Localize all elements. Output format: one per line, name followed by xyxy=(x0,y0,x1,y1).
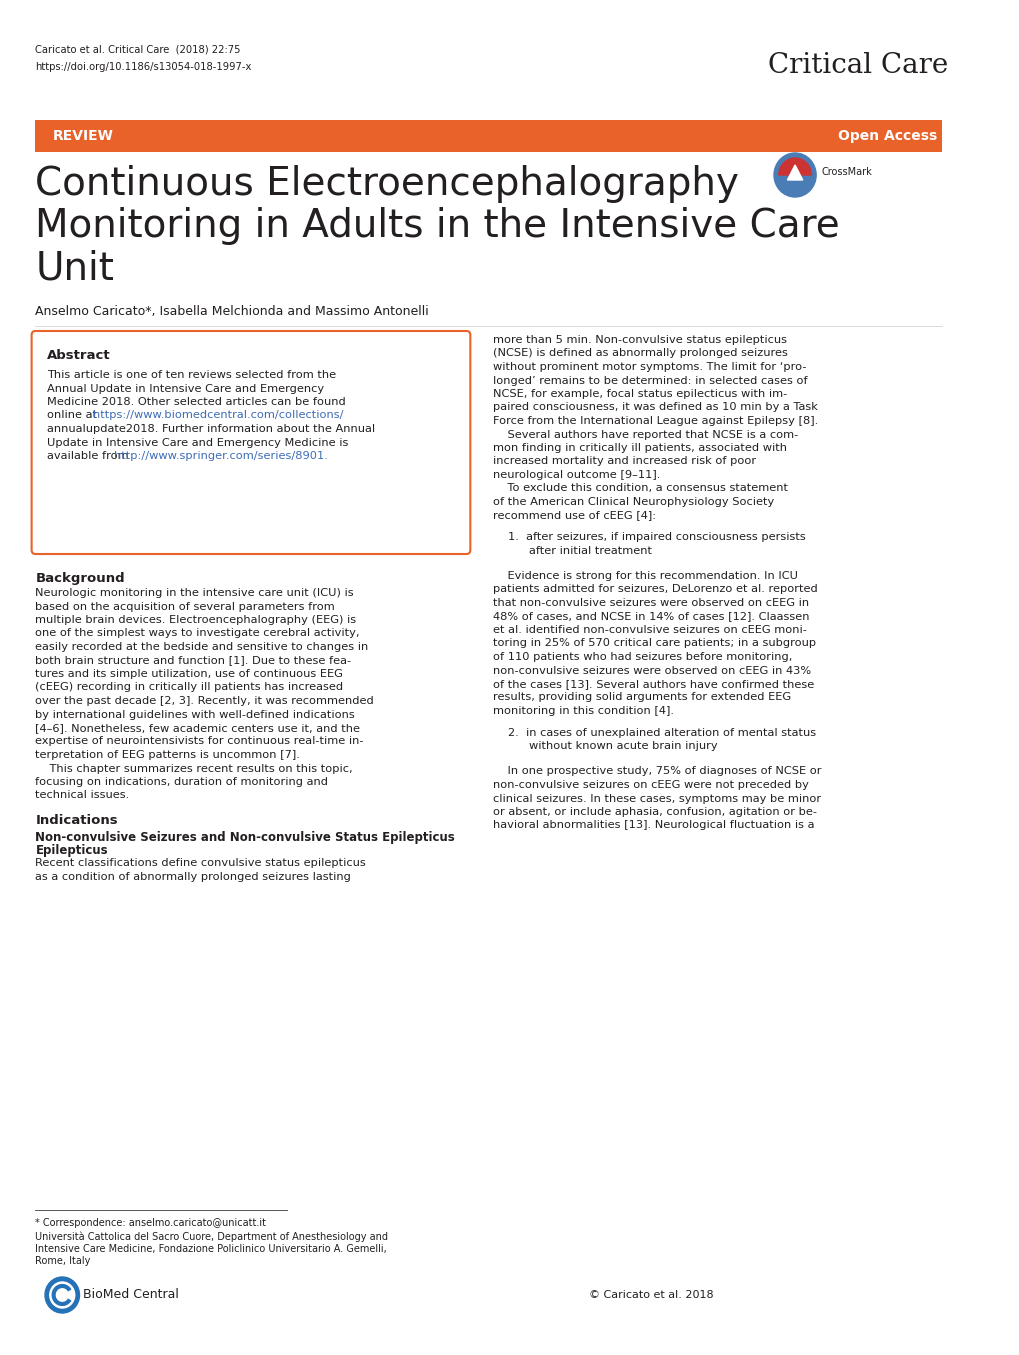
Text: Update in Intensive Care and Emergency Medicine is: Update in Intensive Care and Emergency M… xyxy=(47,438,347,447)
Text: easily recorded at the bedside and sensitive to changes in: easily recorded at the bedside and sensi… xyxy=(36,642,368,652)
Text: Background: Background xyxy=(36,572,125,585)
Text: as a condition of abnormally prolonged seizures lasting: as a condition of abnormally prolonged s… xyxy=(36,871,351,882)
Text: without prominent motor symptoms. The limit for ‘pro-: without prominent motor symptoms. The li… xyxy=(493,362,806,373)
Text: et al. identified non-convulsive seizures on cEEG moni-: et al. identified non-convulsive seizure… xyxy=(493,625,806,635)
Text: Critical Care: Critical Care xyxy=(767,51,948,79)
Text: Recent classifications define convulsive status epilepticus: Recent classifications define convulsive… xyxy=(36,858,366,869)
Text: monitoring in this condition [4].: monitoring in this condition [4]. xyxy=(493,706,674,715)
Text: mon finding in critically ill patients, associated with: mon finding in critically ill patients, … xyxy=(493,443,787,453)
Text: paired consciousness, it was defined as 10 min by a Task: paired consciousness, it was defined as … xyxy=(493,402,817,412)
Text: non-convulsive seizures on cEEG were not preceded by: non-convulsive seizures on cEEG were not… xyxy=(493,780,808,790)
Text: technical issues.: technical issues. xyxy=(36,790,129,801)
Text: Unit: Unit xyxy=(36,249,114,287)
Text: CrossMark: CrossMark xyxy=(821,167,872,178)
Text: Annual Update in Intensive Care and Emergency: Annual Update in Intensive Care and Emer… xyxy=(47,383,324,393)
Text: NCSE, for example, focal status epilecticus with im-: NCSE, for example, focal status epilecti… xyxy=(493,389,787,398)
Text: of the American Clinical Neurophysiology Society: of the American Clinical Neurophysiology… xyxy=(493,497,773,507)
Text: Monitoring in Adults in the Intensive Care: Monitoring in Adults in the Intensive Ca… xyxy=(36,207,840,245)
Text: that non-convulsive seizures were observed on cEEG in: that non-convulsive seizures were observ… xyxy=(493,598,809,608)
Text: https://doi.org/10.1186/s13054-018-1997-x: https://doi.org/10.1186/s13054-018-1997-… xyxy=(36,62,252,72)
Text: of 110 patients who had seizures before monitoring,: of 110 patients who had seizures before … xyxy=(493,652,792,663)
Text: longed’ remains to be determined: in selected cases of: longed’ remains to be determined: in sel… xyxy=(493,375,807,386)
FancyBboxPatch shape xyxy=(32,331,470,554)
Text: patients admitted for seizures, DeLorenzo et al. reported: patients admitted for seizures, DeLorenz… xyxy=(493,584,817,595)
Text: Continuous Electroencephalography: Continuous Electroencephalography xyxy=(36,165,739,203)
Text: Rome, Italy: Rome, Italy xyxy=(36,1256,91,1266)
Text: Intensive Care Medicine, Fondazione Policlinico Universitario A. Gemelli,: Intensive Care Medicine, Fondazione Poli… xyxy=(36,1244,387,1253)
Text: without known acute brain injury: without known acute brain injury xyxy=(528,741,716,751)
Text: In one prospective study, 75% of diagnoses of NCSE or: In one prospective study, 75% of diagnos… xyxy=(493,767,821,776)
Text: Non-convulsive Seizures and Non-convulsive Status Epilepticus: Non-convulsive Seizures and Non-convulsi… xyxy=(36,831,454,844)
Text: recommend use of cEEG [4]:: recommend use of cEEG [4]: xyxy=(493,511,656,520)
Text: Medicine 2018. Other selected articles can be found: Medicine 2018. Other selected articles c… xyxy=(47,397,345,406)
Text: http://www.springer.com/series/8901.: http://www.springer.com/series/8901. xyxy=(114,451,327,461)
Text: multiple brain devices. Electroencephalography (EEG) is: multiple brain devices. Electroencephalo… xyxy=(36,615,357,625)
Text: non-convulsive seizures were observed on cEEG in 43%: non-convulsive seizures were observed on… xyxy=(493,665,811,676)
Text: annualupdate2018. Further information about the Annual: annualupdate2018. Further information ab… xyxy=(47,424,375,434)
Text: tures and its simple utilization, use of continuous EEG: tures and its simple utilization, use of… xyxy=(36,669,343,679)
Text: Abstract: Abstract xyxy=(47,350,110,362)
Text: over the past decade [2, 3]. Recently, it was recommended: over the past decade [2, 3]. Recently, i… xyxy=(36,696,374,706)
Text: one of the simplest ways to investigate cerebral activity,: one of the simplest ways to investigate … xyxy=(36,629,360,638)
Text: Open Access: Open Access xyxy=(837,129,935,144)
Text: more than 5 min. Non-convulsive status epilepticus: more than 5 min. Non-convulsive status e… xyxy=(493,335,787,346)
Text: after initial treatment: after initial treatment xyxy=(528,546,651,556)
Text: Neurologic monitoring in the intensive care unit (ICU) is: Neurologic monitoring in the intensive c… xyxy=(36,588,354,598)
Text: by international guidelines with well-defined indications: by international guidelines with well-de… xyxy=(36,710,355,720)
Text: 48% of cases, and NCSE in 14% of cases [12]. Claassen: 48% of cases, and NCSE in 14% of cases [… xyxy=(493,611,809,622)
Text: This article is one of ten reviews selected from the: This article is one of ten reviews selec… xyxy=(47,370,335,379)
Text: increased mortality and increased risk of poor: increased mortality and increased risk o… xyxy=(493,457,756,466)
Text: Evidence is strong for this recommendation. In ICU: Evidence is strong for this recommendati… xyxy=(493,570,798,581)
Text: BioMed Central: BioMed Central xyxy=(84,1289,179,1302)
Circle shape xyxy=(45,1276,79,1313)
Text: Caricato et al. Critical Care  (2018) 22:75: Caricato et al. Critical Care (2018) 22:… xyxy=(36,45,240,56)
Text: © Caricato et al. 2018: © Caricato et al. 2018 xyxy=(589,1290,713,1299)
Text: Università Cattolica del Sacro Cuore, Department of Anesthesiology and: Università Cattolica del Sacro Cuore, De… xyxy=(36,1232,388,1243)
Text: This chapter summarizes recent results on this topic,: This chapter summarizes recent results o… xyxy=(36,763,353,774)
Text: available from: available from xyxy=(47,451,132,461)
Polygon shape xyxy=(787,165,802,180)
Text: clinical seizures. In these cases, symptoms may be minor: clinical seizures. In these cases, sympt… xyxy=(493,794,820,804)
Text: both brain structure and function [1]. Due to these fea-: both brain structure and function [1]. D… xyxy=(36,656,352,665)
Text: neurological outcome [9–11].: neurological outcome [9–11]. xyxy=(493,470,660,480)
Text: Force from the International League against Epilepsy [8].: Force from the International League agai… xyxy=(493,416,818,425)
Text: based on the acquisition of several parameters from: based on the acquisition of several para… xyxy=(36,602,335,611)
Wedge shape xyxy=(779,159,810,175)
Circle shape xyxy=(50,1282,74,1308)
FancyBboxPatch shape xyxy=(36,121,941,152)
Text: of the cases [13]. Several authors have confirmed these: of the cases [13]. Several authors have … xyxy=(493,679,814,688)
Text: expertise of neurointensivists for continuous real-time in-: expertise of neurointensivists for conti… xyxy=(36,737,364,747)
Text: Epilepticus: Epilepticus xyxy=(36,844,108,856)
Text: 1.  after seizures, if impaired consciousness persists: 1. after seizures, if impaired conscious… xyxy=(507,533,805,542)
Text: terpretation of EEG patterns is uncommon [7].: terpretation of EEG patterns is uncommon… xyxy=(36,751,300,760)
Text: Several authors have reported that NCSE is a com-: Several authors have reported that NCSE … xyxy=(493,430,798,439)
Text: results, providing solid arguments for extended EEG: results, providing solid arguments for e… xyxy=(493,692,791,702)
Text: * Correspondence: anselmo.caricato@unicatt.it: * Correspondence: anselmo.caricato@unica… xyxy=(36,1218,266,1228)
Text: To exclude this condition, a consensus statement: To exclude this condition, a consensus s… xyxy=(493,484,788,493)
Text: [4–6]. Nonetheless, few academic centers use it, and the: [4–6]. Nonetheless, few academic centers… xyxy=(36,724,360,733)
Text: (cEEG) recording in critically ill patients has increased: (cEEG) recording in critically ill patie… xyxy=(36,683,343,692)
Text: havioral abnormalities [13]. Neurological fluctuation is a: havioral abnormalities [13]. Neurologica… xyxy=(493,821,814,831)
Text: Anselmo Caricato*, Isabella Melchionda and Massimo Antonelli: Anselmo Caricato*, Isabella Melchionda a… xyxy=(36,305,429,318)
Text: 2.  in cases of unexplained alteration of mental status: 2. in cases of unexplained alteration of… xyxy=(507,728,815,737)
Text: or absent, or include aphasia, confusion, agitation or be-: or absent, or include aphasia, confusion… xyxy=(493,808,816,817)
Text: Indications: Indications xyxy=(36,814,118,827)
Text: toring in 25% of 570 critical care patients; in a subgroup: toring in 25% of 570 critical care patie… xyxy=(493,638,815,649)
Circle shape xyxy=(773,153,815,196)
Text: https://www.biomedcentral.com/collections/: https://www.biomedcentral.com/collection… xyxy=(93,411,343,420)
Text: online at: online at xyxy=(47,411,101,420)
Text: focusing on indications, duration of monitoring and: focusing on indications, duration of mon… xyxy=(36,776,328,787)
Text: (NCSE) is defined as abnormally prolonged seizures: (NCSE) is defined as abnormally prolonge… xyxy=(493,348,788,359)
Text: REVIEW: REVIEW xyxy=(53,129,113,144)
